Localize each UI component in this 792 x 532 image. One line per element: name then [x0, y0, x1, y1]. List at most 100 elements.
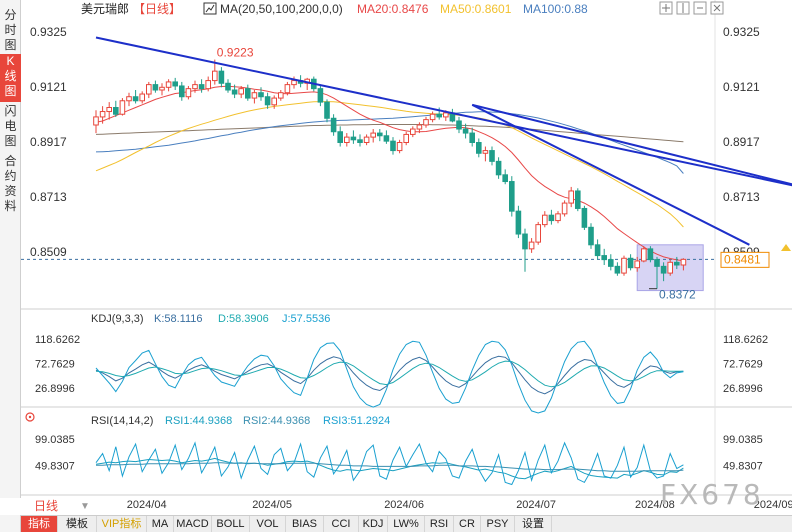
candle — [146, 81, 152, 99]
candle — [403, 131, 409, 146]
ma50-line — [95, 101, 684, 228]
y-tick-label-left: 0.8509 — [30, 245, 67, 259]
toolbar-tab[interactable]: BOLL — [212, 516, 250, 532]
candle — [225, 79, 231, 93]
period-tag: 【日线】 — [133, 2, 181, 16]
candle — [482, 146, 489, 162]
candle — [542, 211, 548, 228]
layout-icon[interactable] — [676, 1, 690, 15]
candle — [627, 254, 634, 271]
candle — [410, 126, 416, 138]
kdj-tick-right: 72.7629 — [723, 358, 763, 370]
candle — [680, 258, 687, 271]
indicator-settings-icon[interactable] — [203, 2, 217, 15]
kdj-k-line — [95, 355, 684, 395]
main-header: 美元瑞郎 【日线】 MA(20,50,100,200,0,0) MA20:0.8… — [81, 2, 588, 16]
tab-contract-info[interactable]: 合约资料 — [4, 154, 17, 213]
candle — [528, 238, 535, 253]
candle — [106, 102, 113, 120]
candle — [581, 205, 588, 230]
price-alert-icon[interactable] — [781, 244, 791, 251]
candle — [165, 79, 172, 92]
tab-flash-chart[interactable]: 闪电图 — [4, 104, 17, 148]
rsi-tick-right: 99.0385 — [723, 434, 763, 446]
candle — [647, 246, 654, 263]
toolbar-tab[interactable]: MACD — [174, 516, 212, 532]
candle — [667, 259, 674, 276]
candle — [317, 85, 324, 107]
kdj-k-value: K:58.1116 — [154, 313, 203, 325]
candle — [515, 205, 522, 239]
candle — [271, 95, 277, 109]
ma-params: MA(20,50,100,200,0,0) — [220, 2, 343, 16]
minimize-icon[interactable] — [693, 1, 707, 15]
trendline — [471, 103, 792, 186]
candle — [416, 122, 423, 134]
candle — [337, 126, 343, 147]
rsi2-value: RSI2:44.9368 — [243, 415, 310, 427]
candle — [251, 90, 258, 104]
toolbar-tab[interactable]: 指标 — [21, 516, 58, 532]
candle — [370, 129, 376, 143]
x-tick-label: 2024/04 — [127, 499, 167, 511]
toolbar-tab[interactable]: KDJ — [359, 516, 388, 532]
candle — [126, 92, 132, 107]
kdj-label: KDJ(9,3,3) — [91, 313, 144, 325]
ma50-value: MA50:0.8601 — [440, 2, 512, 16]
candle — [258, 87, 264, 101]
price-panel: 0.9325 0.9325 0.9121 0.9121 0.8917 0.8917 0.87… — [21, 25, 792, 302]
trendline — [471, 103, 750, 246]
low-price-annotation: 0.8372 — [659, 288, 696, 302]
candle — [159, 83, 165, 96]
high-price-annotation: 0.9223 — [217, 46, 254, 60]
toolbar-tab[interactable]: BIAS — [286, 516, 324, 532]
kdj-tick-left: 72.7629 — [35, 358, 75, 370]
x-tick-label: 2024/06 — [384, 499, 424, 511]
symbol-name: 美元瑞郎 — [81, 2, 129, 16]
toolbar-tab[interactable]: MA — [147, 516, 174, 532]
rsi3-value: RSI3:51.2924 — [323, 415, 390, 427]
rsi-settings-icon[interactable] — [25, 412, 35, 422]
candle — [660, 262, 667, 282]
indicator-toolbar: 指标 模板 VIP指标 MA MACD BOLL VOL BIAS CCI KDJ LW% RSI CR… — [21, 515, 792, 532]
period-selector[interactable]: 日线 ▼ — [0, 498, 92, 515]
candle — [462, 123, 469, 139]
chart-area[interactable]: 美元瑞郎 【日线】 MA(20,50,100,200,0,0) MA20:0.8… — [21, 0, 792, 515]
tab-time-sharing[interactable]: 分时图 — [4, 8, 17, 52]
toolbar-tab[interactable]: CCI — [324, 516, 359, 532]
toolbar-tab[interactable]: VIP指标 — [97, 516, 147, 532]
toolbar-tab[interactable]: CR — [454, 516, 481, 532]
toolbar-tab[interactable]: VOL — [250, 516, 286, 532]
toolbar-tab[interactable]: RSI — [425, 516, 454, 532]
candle — [548, 209, 555, 225]
candle — [535, 221, 542, 245]
candle — [198, 79, 205, 93]
rsi-rsi3-line — [95, 441, 684, 486]
candle — [575, 188, 581, 212]
chevron-down-icon: ▼ — [80, 501, 90, 512]
toolbar-tab[interactable]: 设置 — [515, 516, 552, 532]
candle — [594, 239, 601, 260]
rsi-header: RSI(14,14,2) RSI1:44.9368 RSI2:44.9368 R… — [25, 412, 390, 427]
rsi1-value: RSI1:44.9368 — [165, 415, 232, 427]
candle — [172, 77, 178, 90]
candle — [132, 90, 139, 104]
candle — [561, 200, 568, 217]
add-chart-icon[interactable] — [659, 1, 673, 15]
tab-kline[interactable]: K线图 — [0, 54, 21, 102]
candle — [390, 137, 396, 155]
toolbar-tab[interactable]: 模板 — [58, 516, 97, 532]
candle — [476, 138, 482, 158]
toolbar-tab[interactable]: PSY — [481, 516, 515, 532]
candle — [601, 248, 608, 265]
candle — [93, 110, 99, 134]
candle — [568, 186, 575, 208]
kdj-header: KDJ(9,3,3) K:58.1116 D:58.3906 J:57.5536 — [91, 313, 330, 325]
side-tab-bar: 分时图 K线图 闪电图 合约资料 — [0, 0, 21, 532]
candle — [363, 134, 370, 146]
candle — [264, 92, 271, 109]
candle — [383, 130, 390, 144]
kdj-tick-left: 26.8996 — [35, 383, 75, 395]
toolbar-tab[interactable]: LW% — [388, 516, 425, 532]
close-icon[interactable] — [710, 1, 724, 15]
